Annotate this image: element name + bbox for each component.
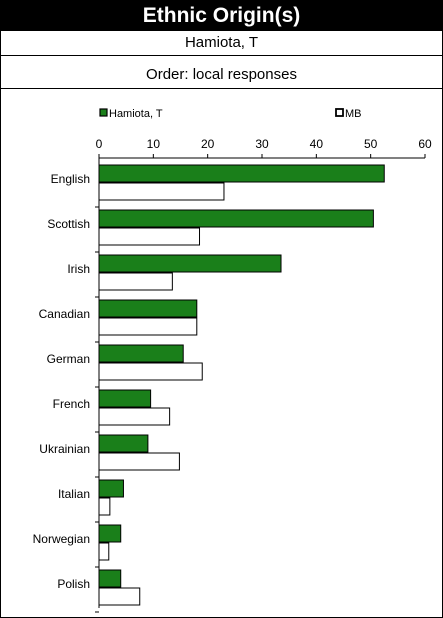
legend-swatch-series-2 [335, 108, 344, 117]
category-label: Scottish [47, 217, 90, 231]
x-tick-label: 30 [255, 137, 269, 151]
bar-series-2 [98, 587, 141, 606]
category-label: Canadian [39, 307, 90, 321]
divider-line [1, 88, 442, 89]
category-label: German [47, 352, 90, 366]
bar-series-2 [98, 227, 201, 246]
bar-series-2 [98, 407, 171, 426]
bar-series-1 [98, 254, 282, 273]
legend-label-series-1: Hamiota, T [109, 108, 163, 120]
bar-series-2 [98, 497, 111, 516]
x-tick-label: 20 [201, 137, 215, 151]
category-label: Italian [58, 487, 90, 501]
category-label: Norwegian [33, 532, 90, 546]
category-label: Irish [67, 262, 90, 276]
bar-series-1 [98, 524, 122, 543]
x-tick-label: 0 [96, 137, 103, 151]
bar-series-2 [98, 362, 203, 381]
x-tick-label: 50 [364, 137, 378, 151]
bar-series-1 [98, 434, 149, 453]
bar-series-1 [98, 569, 122, 588]
divider-line [1, 55, 442, 56]
bar-series-1 [98, 389, 152, 408]
bar-series-2 [98, 182, 225, 201]
x-tick-label: 10 [147, 137, 161, 151]
x-tick-label: 60 [418, 137, 432, 151]
chart-order-note: Order: local responses [146, 66, 297, 83]
bar-series-1 [98, 479, 124, 498]
bar-series-1 [98, 164, 385, 183]
bar-series-2 [98, 317, 198, 336]
legend-swatch-series-1 [99, 108, 108, 117]
bar-series-2 [98, 452, 180, 471]
category-label: English [51, 172, 90, 186]
chart-title: Ethnic Origin(s) [1, 1, 442, 31]
bar-series-1 [98, 209, 374, 228]
x-tick-label: 40 [310, 137, 324, 151]
category-label: French [53, 397, 90, 411]
chart-subtitle: Hamiota, T [184, 34, 259, 51]
legend-label-series-2: MB [345, 108, 362, 120]
category-label: Polish [57, 577, 90, 591]
bar-series-2 [98, 542, 110, 561]
category-label: Ukrainian [39, 442, 90, 456]
bar-series-1 [98, 344, 184, 363]
bar-series-2 [98, 272, 173, 291]
bar-series-1 [98, 299, 198, 318]
